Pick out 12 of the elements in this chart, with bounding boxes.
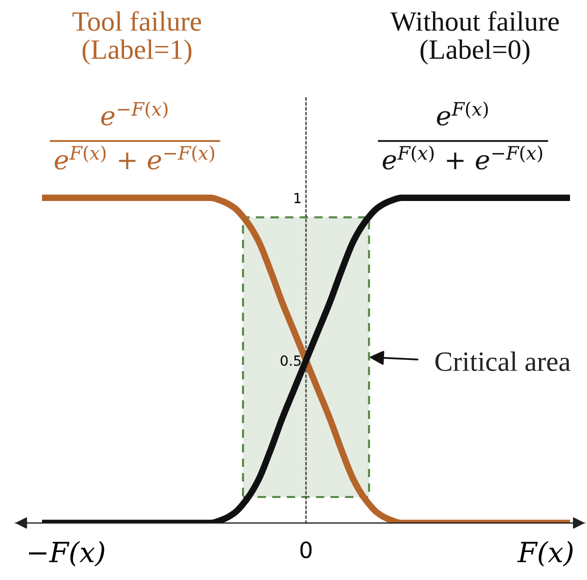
y-tick-label: 1 <box>294 192 301 204</box>
x-tick-label: −F(x) <box>28 541 104 566</box>
x-tick-label: 0 <box>300 541 312 558</box>
annotation: e$^{F(x)}$ <box>436 102 488 126</box>
y-tick-label: 0.5 <box>280 355 301 366</box>
text: Tool failure (Label=1) <box>72 11 202 65</box>
x-tick-label: F(x) <box>517 541 573 566</box>
annotation: e$^{−F(x)}$ <box>101 102 168 126</box>
text: Without failure (Label=0) <box>390 11 559 65</box>
annotation: e$^{F(x)}$ + e$^{−F(x)}$ <box>382 146 542 170</box>
band-label: Critical area <box>435 352 570 372</box>
annotation: e$^{F(x)}$ + e$^{−F(x)}$ <box>54 146 214 170</box>
